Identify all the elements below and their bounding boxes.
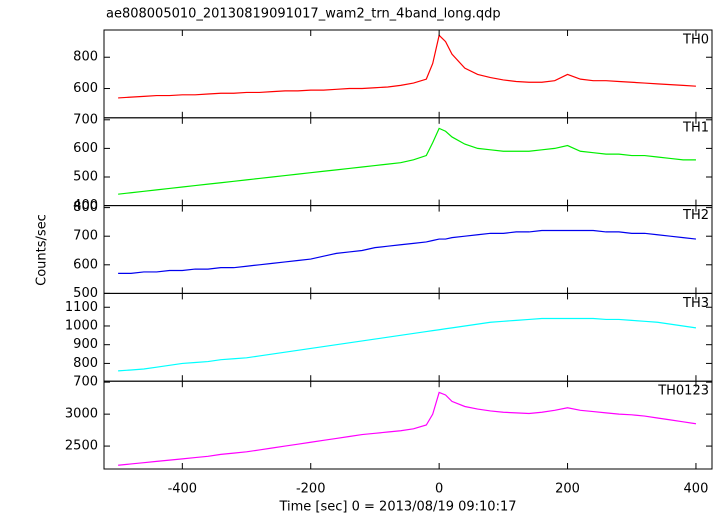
panel-frame [103, 117, 713, 207]
y-tick-label: 800 [73, 356, 98, 371]
y-tick-label: 500 [73, 170, 98, 185]
y-tick-label: 700 [73, 112, 98, 127]
data-line [118, 391, 697, 466]
x-tick-label: 0 [435, 482, 443, 497]
y-tick-label: 600 [73, 81, 98, 96]
x-tick-label: -400 [168, 482, 198, 497]
x-axis-label: Time [sec] 0 = 2013/08/19 09:10:17 [278, 500, 516, 515]
x-tick-label: 200 [555, 482, 580, 497]
legend-label: TH2 [682, 208, 709, 223]
data-line [118, 127, 696, 195]
panel-frame [103, 29, 713, 119]
chart-title: ae808005010_20130819091017_wam2_trn_4ban… [106, 7, 501, 22]
panel-frame [103, 205, 713, 294]
y-tick-label: 500 [73, 286, 98, 301]
panel-frame [103, 380, 713, 470]
y-axis-label: Counts/sec [35, 214, 50, 286]
legend-label: TH3 [682, 296, 709, 311]
x-tick-label: 400 [684, 482, 709, 497]
legend-label: TH1 [682, 120, 709, 135]
legend-label: TH0 [682, 33, 709, 48]
y-tick-label: 700 [73, 375, 98, 390]
y-tick-label: 800 [73, 200, 98, 215]
y-tick-label: 2500 [65, 439, 98, 454]
panel-frame [103, 292, 713, 382]
y-tick-label: 1100 [65, 300, 98, 315]
y-tick-label: 700 [73, 229, 98, 244]
y-tick-label: 1000 [65, 318, 98, 333]
y-tick-label: 600 [73, 257, 98, 272]
x-tick-label: -200 [296, 482, 326, 497]
data-line [118, 34, 696, 99]
y-tick-label: 800 [73, 50, 98, 65]
y-tick-label: 400 [73, 198, 98, 213]
y-tick-label: 3000 [65, 407, 98, 422]
data-line [118, 229, 697, 274]
y-tick-label: 900 [73, 337, 98, 352]
legend-label: TH0123 [657, 384, 709, 399]
y-tick-label: 600 [73, 141, 98, 156]
data-line [118, 317, 697, 372]
